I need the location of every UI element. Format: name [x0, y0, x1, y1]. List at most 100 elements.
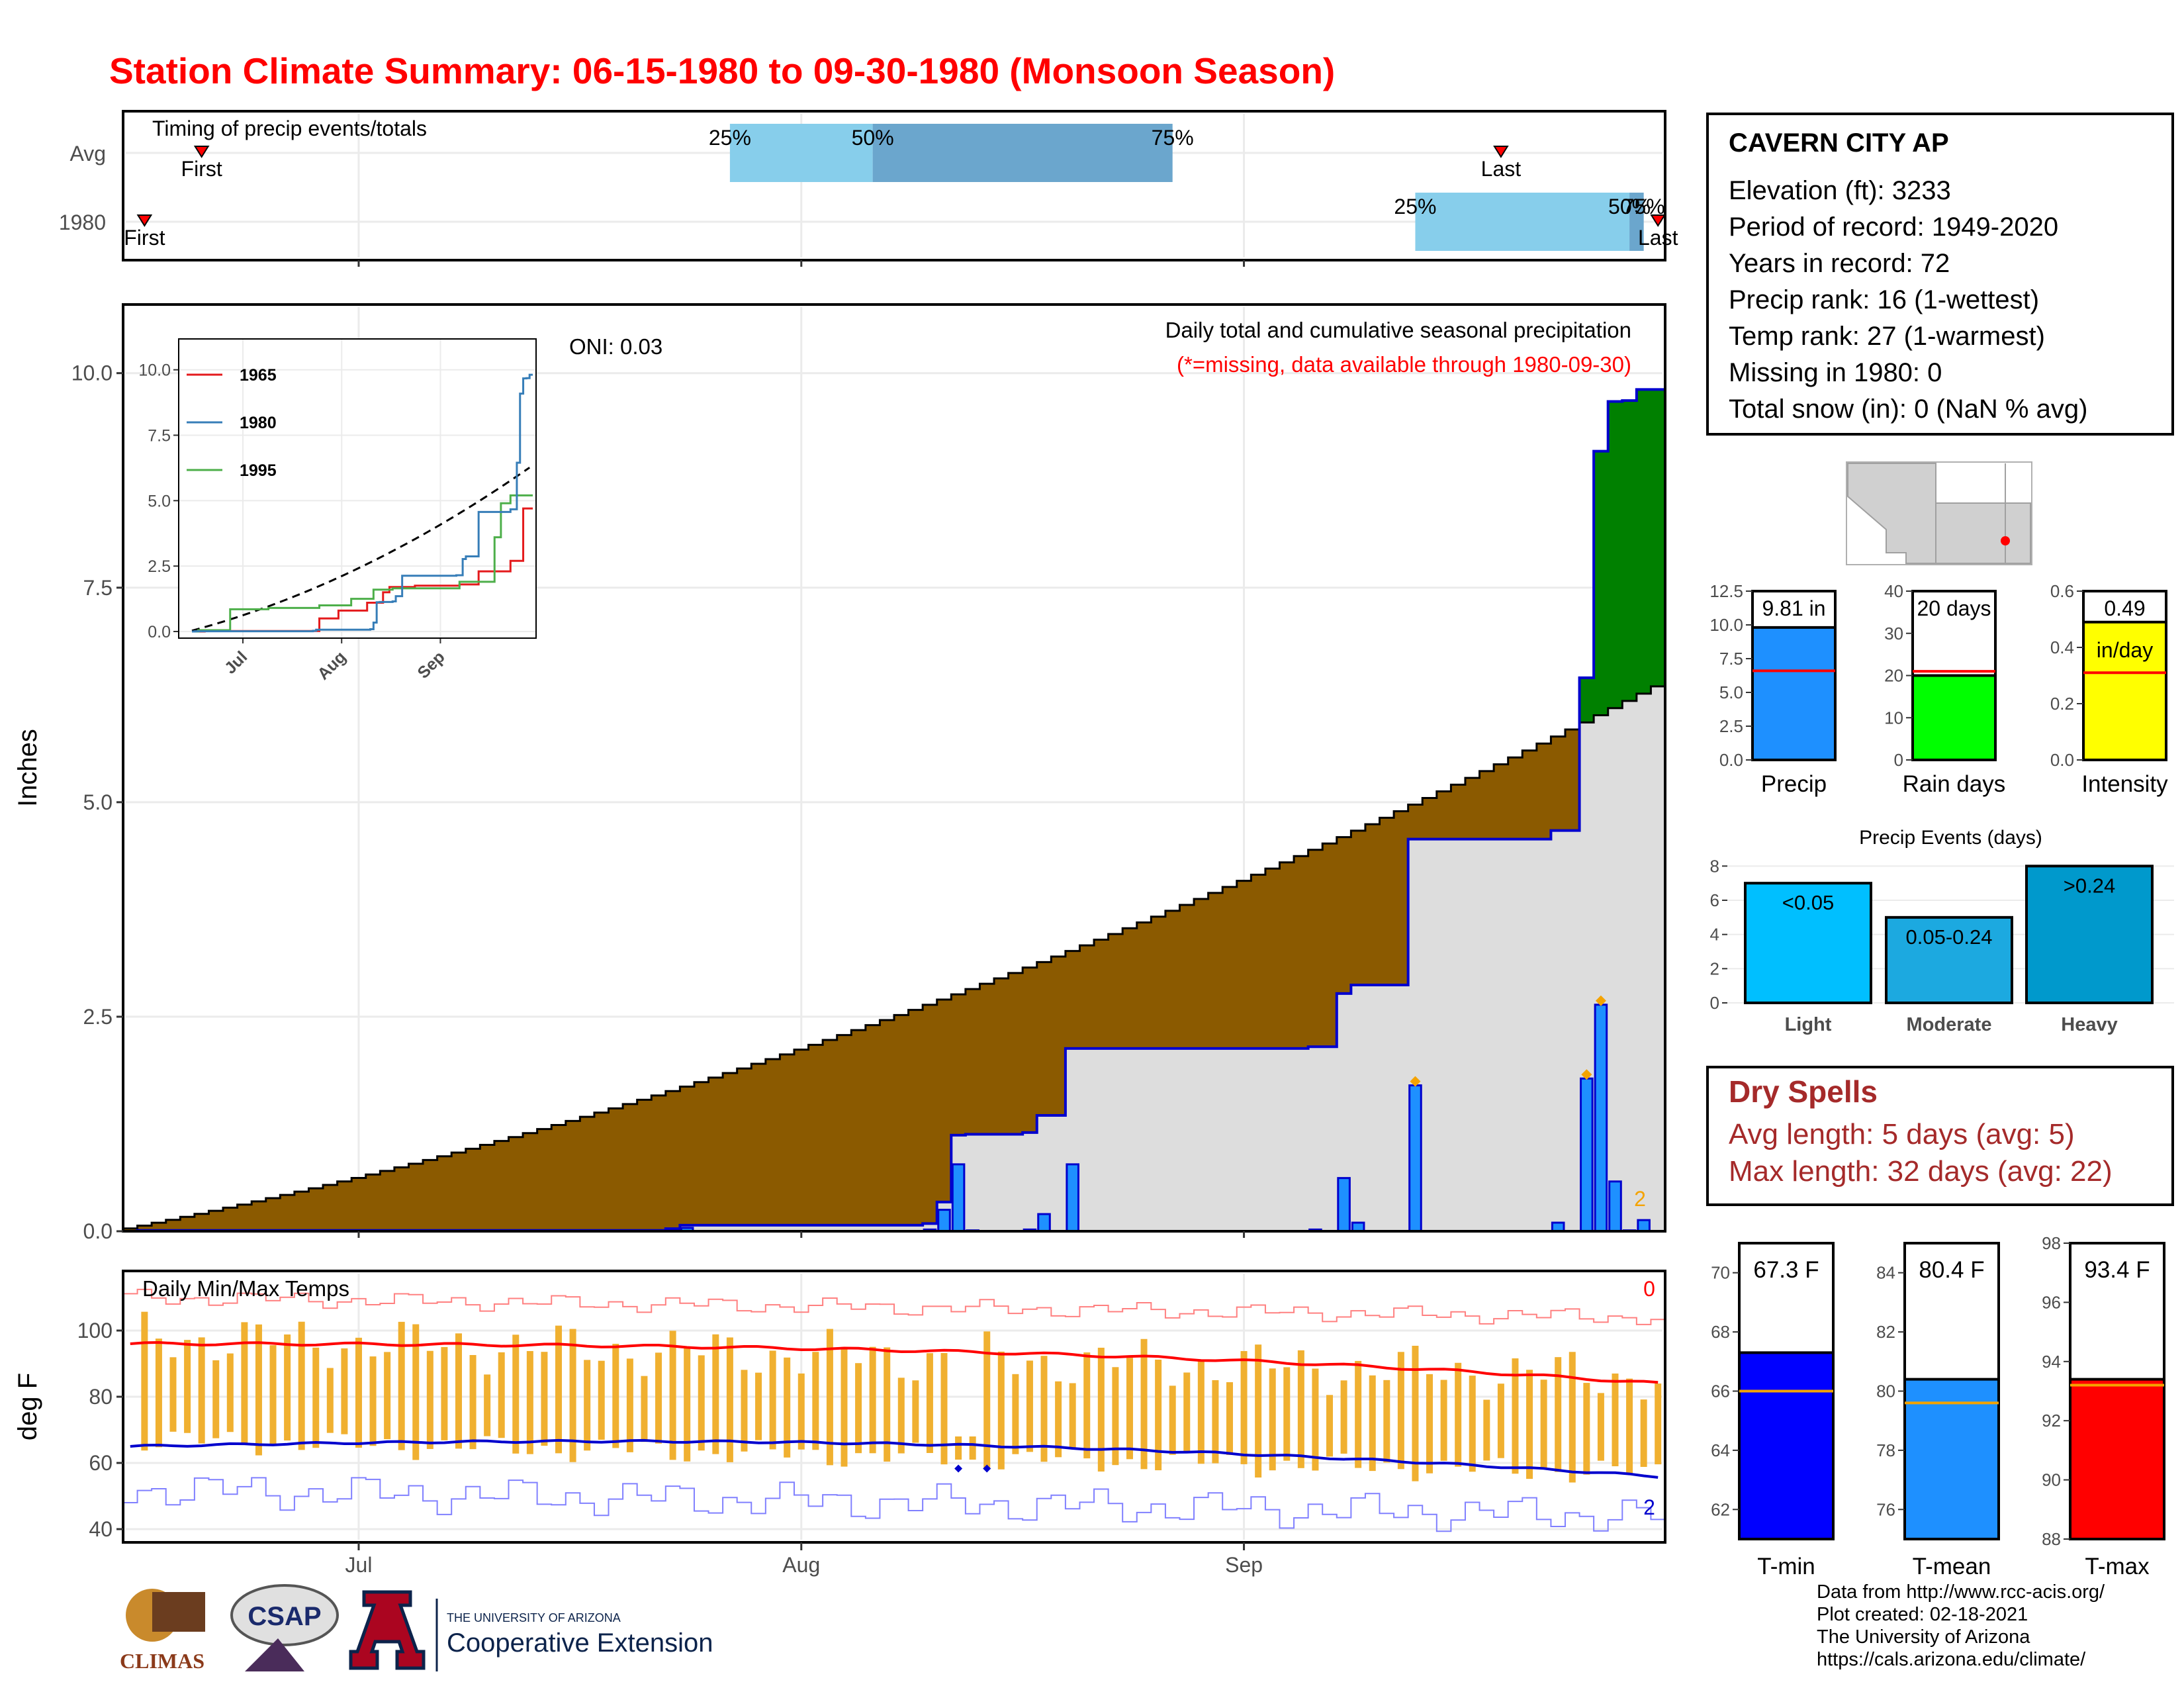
daily-temp-range-bar: [897, 1378, 905, 1454]
y-tick-label: 40: [89, 1517, 113, 1541]
summary-tick-label: 7.5: [1719, 649, 1743, 669]
daily-temp-range-bar: [341, 1348, 348, 1434]
climas-logo-text: CLIMAS: [120, 1649, 205, 1673]
average-min-temp-line: [130, 1438, 1659, 1479]
daily-temp-range-bar: [1212, 1380, 1219, 1464]
missing-note: (*=missing, data available through 1980-…: [1177, 352, 1631, 377]
x-tick-label: Sep: [1225, 1553, 1263, 1577]
daily-temp-range-bar: [1255, 1344, 1262, 1478]
daily-temp-range-bar: [1269, 1368, 1276, 1471]
daily-temp-range-bar: [684, 1347, 691, 1462]
daily-temp-range-bar: [1597, 1393, 1604, 1461]
daily-temp-range-bar: [769, 1350, 776, 1450]
daily-temp-range-bar: [1240, 1351, 1248, 1464]
record-low-marker: [954, 1464, 963, 1473]
precip-panel: 0.0 2.5 5.0 7.5 10.0 Inches ONI: 0.03 Daily …: [13, 303, 1666, 1243]
daily-temp-range-bar: [712, 1334, 719, 1454]
daily-temp-range-bar: [997, 1351, 1005, 1470]
daily-precip-bar: [1066, 1163, 1079, 1233]
legend-label: 1965: [240, 366, 277, 385]
y-tick-label: 60: [89, 1451, 113, 1475]
daily-temp-range-bar: [1069, 1383, 1076, 1448]
daily-temp-range-bar: [284, 1334, 291, 1441]
dry-spells-avg: Avg length: 5 days (avg: 5): [1729, 1118, 2075, 1150]
timing-bar-25-50: [729, 124, 873, 182]
summary-tick-label: 0.0: [2050, 750, 2074, 770]
ua-cooperative-extension-logo[interactable]: THE UNIVERSITY OF ARIZONA Cooperative Ex…: [349, 1590, 713, 1671]
station-snow: Total snow (in): 0 (NaN % avg): [1729, 395, 2088, 424]
precip-subtitle: Daily total and cumulative seasonal prec…: [1165, 318, 1631, 342]
station-precip-rank: Precip rank: 16 (1-wettest): [1729, 285, 2040, 314]
daily-temp-range-bar: [1569, 1352, 1576, 1483]
inset-y-tick-label: 0.0: [148, 623, 171, 641]
daily-temp-range-bar: [755, 1372, 762, 1440]
daily-temp-range-bar: [498, 1352, 505, 1438]
figure-title: Station Climate Summary: 06-15-1980 to 0…: [109, 50, 1335, 91]
temp-panel: 40 60 80 100 deg F Daily Min/Max Temps 0 2: [13, 1270, 1666, 1544]
daily-temp-range-bar: [1055, 1381, 1062, 1458]
y-tick-label: 80: [89, 1385, 113, 1409]
daily-temp-range-bar: [441, 1346, 448, 1440]
temp-tick-label: 76: [1876, 1499, 1895, 1519]
daily-temp-range-bar: [1155, 1359, 1162, 1471]
last-event-marker: [1650, 214, 1666, 227]
temp-value-label: 93.4 F: [2084, 1257, 2150, 1283]
station-temp-rank: Temp rank: 27 (1-warmest): [1729, 322, 2045, 351]
precip-surplus-area: [1579, 389, 1666, 723]
inset-y-tick-label: 7.5: [148, 426, 171, 445]
daily-temp-range-bar: [1126, 1358, 1133, 1460]
daily-temp-range-bar: [1197, 1360, 1205, 1464]
dry-spells-max: Max length: 32 days (avg: 22): [1729, 1155, 2113, 1188]
station-name: CAVERN CITY AP: [1729, 128, 1949, 158]
first-event-label: First: [181, 157, 222, 181]
average-cumulative-area: [123, 686, 1665, 1231]
timing-bar-25-50: [1415, 193, 1630, 251]
summary-tick-label: 10.0: [1709, 615, 1743, 635]
timing-p75-label: 75%: [1152, 126, 1194, 150]
daily-temp-range-bar: [1483, 1399, 1490, 1461]
daily-temp-range-bar: [1397, 1352, 1404, 1470]
station-elevation: Elevation (ft): 3233: [1729, 176, 1951, 205]
daily-temp-range-bar: [626, 1358, 633, 1452]
daily-temp-range-bar: [1169, 1385, 1176, 1455]
daily-temp-range-bar: [1640, 1399, 1647, 1467]
inset-y-tick-label: 2.5: [148, 557, 171, 576]
temp-tick-label: 90: [2042, 1470, 2061, 1490]
y-tick-label: 2.5: [83, 1005, 113, 1029]
inset-y-tick-label: 10.0: [138, 361, 171, 380]
events-bar-label: >0.24: [2064, 874, 2115, 897]
temp-value-label: 80.4 F: [1919, 1257, 1984, 1283]
precip-deficit-area: [123, 729, 1580, 1231]
temp-axis-label: T-min: [1757, 1554, 1815, 1579]
climas-logo[interactable]: CLIMAS: [120, 1589, 205, 1673]
daily-temp-range-bar: [1583, 1383, 1590, 1475]
daily-temp-range-bar: [1340, 1380, 1347, 1454]
timing-p25-label: 25%: [1394, 195, 1436, 218]
daily-temp-range-bar: [869, 1346, 876, 1454]
daily-temp-range-bar: [741, 1370, 748, 1452]
daily-temp-range-bar: [641, 1376, 648, 1442]
summary-tick-label: 0: [1894, 750, 1903, 770]
csap-logo-text: CSAP: [248, 1602, 321, 1631]
daily-temp-range-bar: [855, 1363, 862, 1454]
temp-tick-label: 94: [2042, 1352, 2061, 1372]
average-cumulative-line: [123, 685, 1665, 1230]
temp-tick-label: 80: [1876, 1382, 1895, 1401]
daily-temp-range-bar: [1455, 1362, 1462, 1467]
summary-axis-label: Rain days: [1903, 771, 2006, 797]
daily-temp-range-bar: [726, 1337, 733, 1462]
csap-logo[interactable]: CSAP: [230, 1584, 339, 1671]
inset-y-tick-label: 5.0: [148, 492, 171, 510]
daily-temp-range-bar: [784, 1357, 791, 1458]
summary-bar: [2082, 620, 2167, 761]
daily-temp-range-bar: [841, 1347, 848, 1467]
daily-precip-bar: [937, 1209, 951, 1233]
daily-temp-range-bar: [669, 1331, 676, 1460]
temp-tick-label: 64: [1711, 1440, 1730, 1460]
daily-temp-range-bar: [184, 1340, 191, 1433]
credits: Data from http://www.rcc-acis.org/ Plot …: [1817, 1581, 2105, 1671]
daily-temp-range-bar: [1355, 1360, 1362, 1468]
events-tick-label: 0: [1710, 993, 1719, 1013]
summary-unit-label: in/day: [2097, 638, 2153, 662]
summary-value-label: 9.81 in: [1762, 596, 1825, 620]
